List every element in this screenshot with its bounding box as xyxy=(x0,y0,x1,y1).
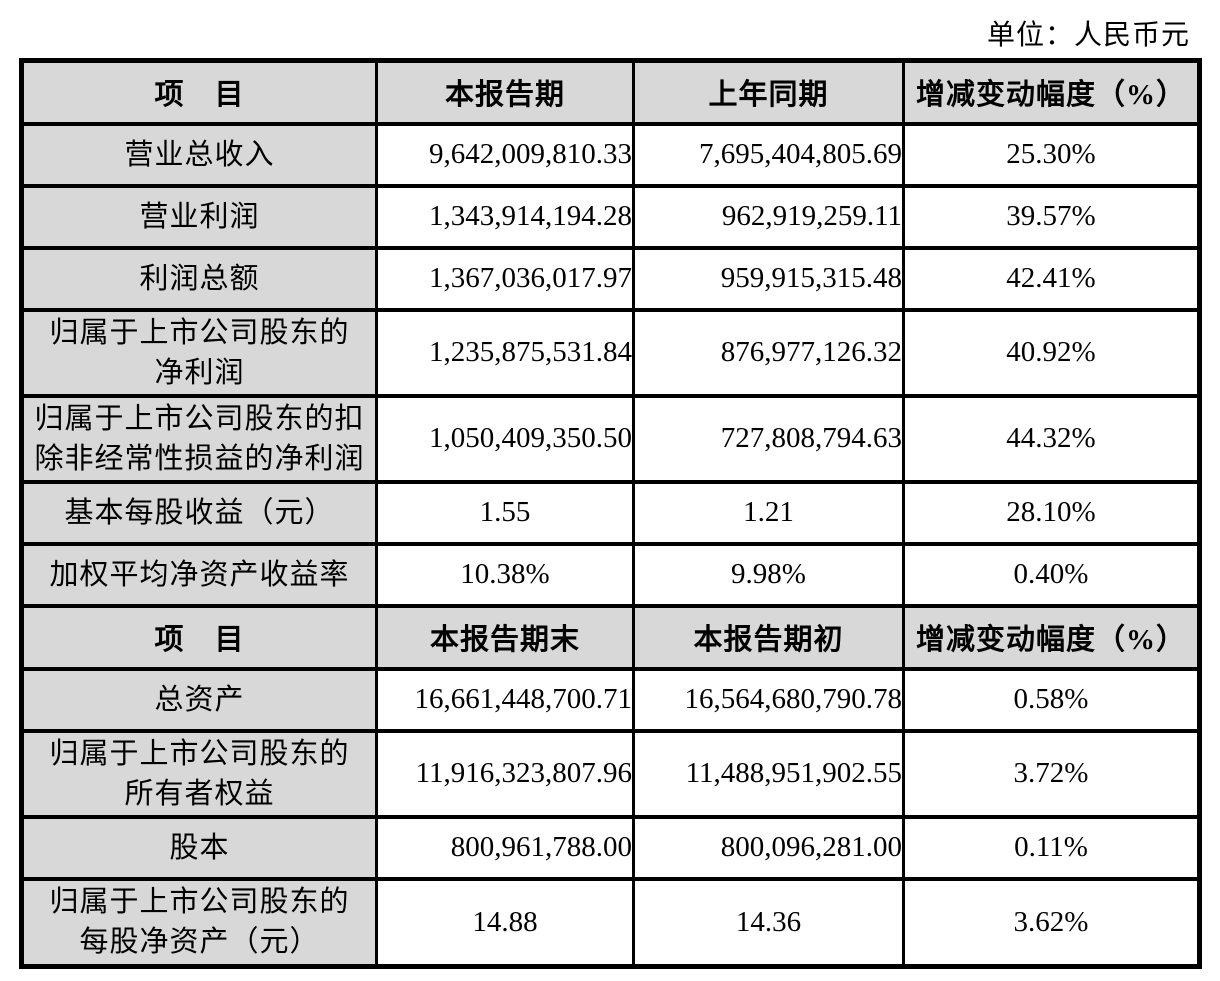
table-row-net-profit-excl-nonrecurring: 归属于上市公司股东的扣 除非经常性损益的净利润 1,050,409,350.50… xyxy=(20,393,1201,484)
section1-header-current-period: 本报告期 xyxy=(375,58,635,126)
prior-value: 800,096,281.00 xyxy=(632,814,905,881)
prior-value: 11,488,951,902.55 xyxy=(632,728,905,819)
prior-value: 9.98% xyxy=(632,541,905,608)
table-row-basic-eps: 基本每股收益（元） 1.55 1.21 28.10% xyxy=(20,479,1201,546)
change-value: 0.11% xyxy=(902,814,1201,881)
change-value: 39.57% xyxy=(902,183,1201,250)
change-value: 3.62% xyxy=(902,876,1201,969)
table-row-net-assets-per-share: 归属于上市公司股东的 每股净资产（元） 14.88 14.36 3.62% xyxy=(20,876,1201,969)
change-value: 42.41% xyxy=(902,245,1201,312)
change-value: 0.58% xyxy=(902,666,1201,733)
section2-header-item: 项 目 xyxy=(20,603,378,671)
current-value: 10.38% xyxy=(375,541,635,608)
section1-header-change: 增减变动幅度（%） xyxy=(902,58,1201,126)
change-value: 44.32% xyxy=(902,393,1201,484)
prior-value: 962,919,259.11 xyxy=(632,183,905,250)
table-row-owners-equity-attributable: 归属于上市公司股东的 所有者权益 11,916,323,807.96 11,48… xyxy=(20,728,1201,819)
row-label: 总资产 xyxy=(20,666,378,733)
current-value: 11,916,323,807.96 xyxy=(375,728,635,819)
row-label: 营业利润 xyxy=(20,183,378,250)
financial-summary-table: 项 目 本报告期 上年同期 增减变动幅度（%） 营业总收入 9,642,009,… xyxy=(19,58,1202,969)
section2-header-row: 项 目 本报告期末 本报告期初 增减变动幅度（%） xyxy=(20,603,1201,671)
current-value: 14.88 xyxy=(375,876,635,969)
row-label: 归属于上市公司股东的 所有者权益 xyxy=(20,728,378,819)
row-label: 营业总收入 xyxy=(20,121,378,188)
table-row-share-capital: 股本 800,961,788.00 800,096,281.00 0.11% xyxy=(20,814,1201,881)
prior-value: 7,695,404,805.69 xyxy=(632,121,905,188)
change-value: 40.92% xyxy=(902,307,1201,398)
current-value: 1,343,914,194.28 xyxy=(375,183,635,250)
change-value: 28.10% xyxy=(902,479,1201,546)
row-label: 归属于上市公司股东的 每股净资产（元） xyxy=(20,876,378,969)
prior-value: 876,977,126.32 xyxy=(632,307,905,398)
table-row-total-revenue: 营业总收入 9,642,009,810.33 7,695,404,805.69 … xyxy=(20,121,1201,188)
section1-header-row: 项 目 本报告期 上年同期 增减变动幅度（%） xyxy=(20,58,1201,126)
current-value: 16,661,448,700.71 xyxy=(375,666,635,733)
table-row-weighted-roe: 加权平均净资产收益率 10.38% 9.98% 0.40% xyxy=(20,541,1201,608)
current-value: 1,235,875,531.84 xyxy=(375,307,635,398)
prior-value: 14.36 xyxy=(632,876,905,969)
current-value: 1.55 xyxy=(375,479,635,546)
prior-value: 727,808,794.63 xyxy=(632,393,905,484)
section2-header-period-begin: 本报告期初 xyxy=(632,603,905,671)
change-value: 0.40% xyxy=(902,541,1201,608)
table-row-total-assets: 总资产 16,661,448,700.71 16,564,680,790.78 … xyxy=(20,666,1201,733)
current-value: 800,961,788.00 xyxy=(375,814,635,881)
prior-value: 959,915,315.48 xyxy=(632,245,905,312)
current-value: 9,642,009,810.33 xyxy=(375,121,635,188)
row-label: 归属于上市公司股东的扣 除非经常性损益的净利润 xyxy=(20,393,378,484)
change-value: 3.72% xyxy=(902,728,1201,819)
prior-value: 1.21 xyxy=(632,479,905,546)
unit-label: 单位：人民币元 xyxy=(986,20,1190,51)
change-value: 25.30% xyxy=(902,121,1201,188)
current-value: 1,367,036,017.97 xyxy=(375,245,635,312)
row-label: 股本 xyxy=(20,814,378,881)
section2-header-change: 增减变动幅度（%） xyxy=(902,603,1201,671)
table-row-net-profit-attributable: 归属于上市公司股东的 净利润 1,235,875,531.84 876,977,… xyxy=(20,307,1201,398)
table-row-operating-profit: 营业利润 1,343,914,194.28 962,919,259.11 39.… xyxy=(20,183,1201,250)
row-label: 基本每股收益（元） xyxy=(20,479,378,546)
section1-header-item: 项 目 xyxy=(20,58,378,126)
row-label: 加权平均净资产收益率 xyxy=(20,541,378,608)
row-label: 归属于上市公司股东的 净利润 xyxy=(20,307,378,398)
current-value: 1,050,409,350.50 xyxy=(375,393,635,484)
prior-value: 16,564,680,790.78 xyxy=(632,666,905,733)
row-label: 利润总额 xyxy=(20,245,378,312)
table-row-total-profit: 利润总额 1,367,036,017.97 959,915,315.48 42.… xyxy=(20,245,1201,312)
section2-header-period-end: 本报告期末 xyxy=(375,603,635,671)
section1-header-prior-period: 上年同期 xyxy=(632,58,905,126)
